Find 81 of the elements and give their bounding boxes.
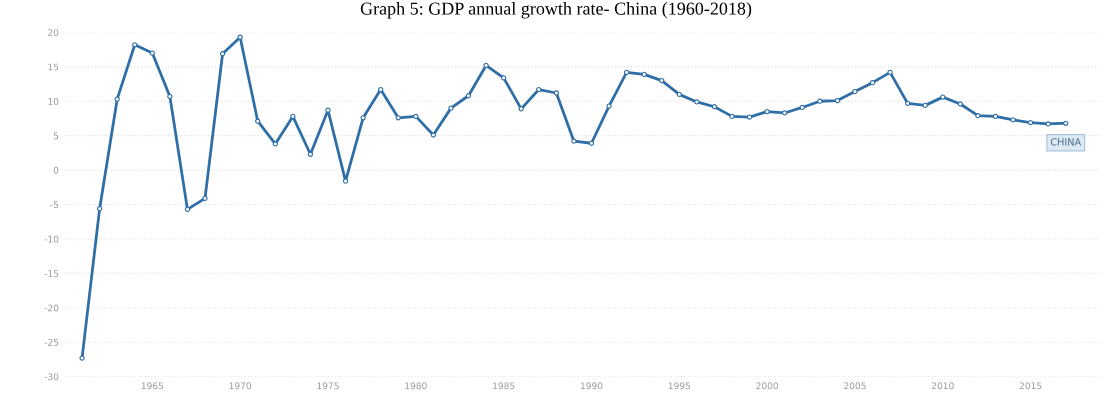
point xyxy=(746,114,753,120)
y-tick-label: -10 xyxy=(44,235,59,243)
point xyxy=(1045,121,1051,127)
point xyxy=(360,115,366,121)
point xyxy=(237,34,243,40)
point xyxy=(1027,119,1034,126)
point xyxy=(869,80,876,86)
y-tick-label: 10 xyxy=(48,97,59,105)
y-tick-label: -30 xyxy=(44,373,59,381)
y-tick-label: 20 xyxy=(48,29,59,36)
point xyxy=(799,104,805,111)
point xyxy=(764,108,770,115)
point xyxy=(465,93,472,99)
point xyxy=(588,140,595,146)
point xyxy=(184,206,191,212)
point xyxy=(255,118,261,124)
point xyxy=(132,42,138,48)
point xyxy=(413,113,419,120)
point xyxy=(518,106,524,112)
point xyxy=(834,97,841,104)
x-tick-label: 1965 xyxy=(141,382,164,390)
point xyxy=(711,104,718,110)
point xyxy=(430,132,437,138)
x-tick-label: 2015 xyxy=(1019,382,1042,390)
point xyxy=(553,90,559,96)
point xyxy=(606,103,612,109)
point xyxy=(975,113,981,119)
point xyxy=(887,69,893,75)
point xyxy=(852,88,858,95)
x-tick-label: 1995 xyxy=(668,382,690,390)
point xyxy=(905,100,911,106)
point xyxy=(483,62,489,69)
point xyxy=(729,113,735,120)
x-tick-label: 1985 xyxy=(493,382,515,390)
point xyxy=(395,115,401,121)
x-tick-label: 1990 xyxy=(580,382,603,390)
point xyxy=(922,102,928,109)
point xyxy=(448,105,454,111)
x-tick-label: 1970 xyxy=(229,382,252,390)
point xyxy=(571,138,577,144)
series-label: CHINA xyxy=(1050,138,1082,146)
x-tick-label: 1975 xyxy=(317,382,339,390)
x-tick-label: 2005 xyxy=(844,382,866,390)
x-tick-label: 2010 xyxy=(931,382,954,390)
point xyxy=(957,101,963,107)
y-tick-label: 5 xyxy=(53,132,59,140)
point xyxy=(272,141,278,147)
point xyxy=(219,51,226,57)
point xyxy=(307,151,314,157)
point xyxy=(79,355,85,361)
point xyxy=(290,113,296,120)
point xyxy=(659,77,665,84)
point xyxy=(536,86,542,93)
point xyxy=(641,71,647,78)
point xyxy=(1010,117,1016,123)
point xyxy=(782,110,788,116)
y-tick-label: 15 xyxy=(48,63,59,71)
y-tick-label: -20 xyxy=(44,304,59,312)
point xyxy=(167,93,173,100)
y-tick-label: -25 xyxy=(44,338,59,346)
point xyxy=(325,107,331,113)
point xyxy=(114,96,120,102)
point xyxy=(623,69,630,75)
point xyxy=(817,98,823,104)
x-tick-label: 2000 xyxy=(756,382,779,390)
y-tick-label: -5 xyxy=(50,201,59,209)
y-tick-label: 0 xyxy=(53,166,59,174)
point xyxy=(149,50,155,56)
point xyxy=(694,99,700,105)
point xyxy=(940,94,946,100)
point xyxy=(342,178,349,184)
point xyxy=(992,113,999,120)
point xyxy=(501,75,507,81)
point xyxy=(676,91,682,98)
point xyxy=(202,195,208,201)
point xyxy=(1063,120,1069,126)
point xyxy=(378,86,384,93)
point xyxy=(96,206,103,212)
chart-title: Graph 5: GDP annual growth rate- China (1960-2018) xyxy=(360,2,752,19)
x-tick-label: 1980 xyxy=(405,382,427,390)
y-tick-label: -15 xyxy=(44,270,59,277)
